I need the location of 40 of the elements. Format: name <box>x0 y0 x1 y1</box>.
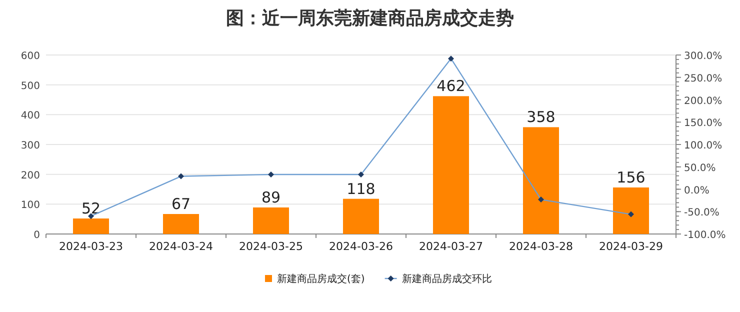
y-tick-label: 600 <box>20 51 40 62</box>
data-label: 462 <box>436 77 466 96</box>
y-tick-label: 200 <box>20 170 40 182</box>
bar <box>163 214 199 234</box>
bar <box>343 198 379 234</box>
y-tick-label: 400 <box>20 110 40 122</box>
y-tick-label: 100 <box>20 200 40 212</box>
data-label: 156 <box>616 168 646 186</box>
data-label: 67 <box>171 195 191 214</box>
x-tick-label: 2024-03-25 <box>239 240 303 253</box>
x-tick-label: 2024-03-24 <box>149 240 213 253</box>
y2-tick-label: 150.0% <box>684 118 722 130</box>
y2-tick-label: -100.0% <box>684 230 726 241</box>
bar <box>613 187 649 234</box>
data-label: 89 <box>261 188 281 206</box>
y2-tick-label: 250.0% <box>684 73 722 84</box>
bar <box>253 207 289 234</box>
x-tick-label: 2024-03-29 <box>599 240 663 253</box>
legend-label: 新建商品房成交环比 <box>402 273 492 285</box>
bar <box>433 96 469 234</box>
y2-tick-label: 100.0% <box>684 140 722 152</box>
y2-tick-label: 50.0% <box>684 162 716 174</box>
y2-tick-label: 0.0% <box>684 185 710 196</box>
y-tick-label: 0 <box>34 230 40 241</box>
x-tick-label: 2024-03-27 <box>419 240 483 253</box>
y2-tick-label: 200.0% <box>684 96 722 107</box>
y2-tick-label: 300.0% <box>684 51 722 62</box>
x-tick-label: 2024-03-28 <box>509 240 573 253</box>
x-tick-label: 2024-03-26 <box>329 240 393 253</box>
bar <box>73 218 109 234</box>
y2-tick-label: -50.0% <box>684 208 720 219</box>
bar <box>523 127 559 234</box>
data-label: 118 <box>346 180 376 198</box>
x-tick-label: 2024-03-23 <box>59 240 123 253</box>
legend-label: 新建商品房成交(套) <box>277 273 365 285</box>
data-label: 52 <box>81 199 101 218</box>
y-tick-label: 300 <box>20 140 40 152</box>
data-label: 358 <box>526 108 556 126</box>
chart-title: 图：近一周东莞新建商品房成交走势 <box>226 8 514 29</box>
y-tick-label: 500 <box>20 80 40 92</box>
